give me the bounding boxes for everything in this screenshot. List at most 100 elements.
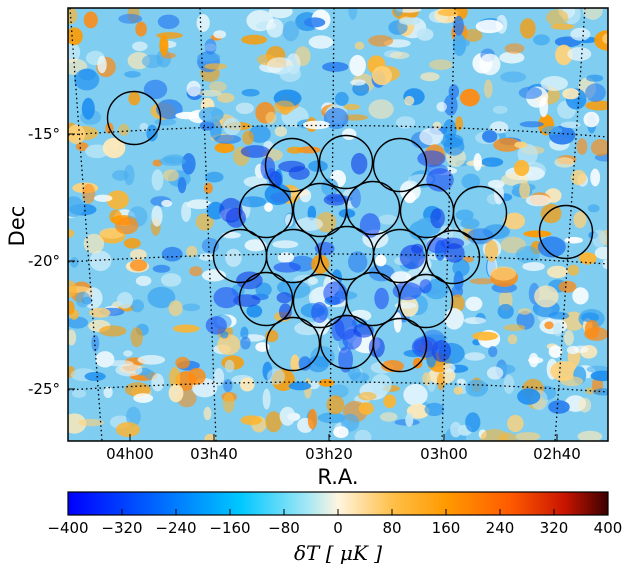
temperature-blob: [186, 245, 198, 258]
temperature-blob: [294, 321, 321, 336]
temperature-blob: [198, 253, 215, 261]
temperature-blob: [213, 368, 225, 386]
temperature-blob: [151, 205, 163, 227]
y-tick-label: -15°: [28, 125, 60, 143]
temperature-blob: [240, 415, 262, 426]
temperature-blob: [579, 252, 597, 265]
temperature-blob: [453, 386, 463, 395]
temperature-blob: [161, 246, 183, 262]
temperature-blob: [573, 345, 589, 353]
colorbar-tick-label: 320: [540, 519, 569, 537]
cold-spot-blob: [331, 318, 345, 342]
temperature-blob: [522, 262, 545, 271]
cold-spot-blob: [359, 213, 381, 238]
cold-spot-blob: [225, 207, 246, 228]
temperature-blob: [217, 334, 241, 355]
temperature-blob: [404, 95, 415, 106]
temperature-blob: [222, 392, 235, 413]
temperature-blob: [469, 278, 495, 285]
temperature-blob: [507, 334, 518, 345]
temperature-blob: [91, 334, 100, 352]
temperature-blob: [123, 350, 133, 357]
survey-field-circle: [372, 317, 428, 373]
temperature-blob: [460, 88, 480, 107]
temperature-blob: [537, 236, 566, 258]
cold-spot-blob: [417, 150, 446, 167]
temperature-blob: [498, 432, 517, 441]
temperature-blob: [240, 326, 249, 340]
temperature-blob: [453, 15, 464, 36]
temperature-blob: [358, 402, 374, 415]
colorbar-tick-label: 0: [333, 519, 343, 537]
temperature-blob: [214, 142, 235, 154]
temperature-blob: [488, 346, 498, 358]
temperature-blob: [581, 312, 600, 323]
temperature-blob: [279, 406, 296, 426]
temperature-blob: [515, 432, 541, 441]
temperature-blob: [408, 221, 433, 241]
temperature-blob: [307, 205, 317, 221]
temperature-blob: [205, 171, 224, 183]
temperature-blob: [157, 14, 180, 29]
temperature-blob: [546, 9, 569, 26]
temperature-blob: [130, 299, 144, 313]
temperature-blob: [515, 246, 540, 264]
temperature-blob: [544, 321, 554, 330]
temperature-blob: [282, 20, 299, 42]
temperature-blob: [528, 352, 539, 368]
cold-spot-blob: [323, 193, 348, 206]
temperature-blob: [209, 81, 227, 93]
temperature-blob: [342, 128, 357, 140]
temperature-blob: [307, 408, 318, 430]
cold-spot-blob: [279, 303, 292, 321]
temperature-blob: [151, 169, 164, 191]
temperature-blob: [72, 389, 87, 398]
temperature-blob: [554, 157, 575, 168]
temperature-blob: [195, 213, 214, 231]
temperature-blob: [378, 214, 398, 225]
cold-spot-blob: [311, 301, 328, 324]
temperature-blob: [123, 164, 135, 186]
temperature-blob: [274, 126, 288, 137]
cold-spot-blob: [276, 292, 292, 304]
temperature-blob: [567, 47, 592, 61]
temperature-blob: [602, 259, 608, 270]
temperature-blob: [175, 356, 190, 369]
temperature-blob: [168, 384, 184, 403]
temperature-blob: [424, 402, 445, 417]
temperature-blob: [128, 91, 141, 106]
temperature-blob: [223, 379, 233, 393]
colorbar-tick-label: 160: [432, 519, 461, 537]
temperature-blob: [239, 196, 267, 208]
temperature-blob: [405, 413, 414, 427]
temperature-blob: [116, 292, 133, 309]
temperature-blob: [334, 91, 349, 106]
cold-spot-blob: [419, 279, 432, 294]
temperature-blob: [89, 250, 112, 271]
temperature-blob: [181, 201, 192, 222]
temperature-blob: [196, 52, 221, 62]
temperature-blob: [560, 121, 581, 129]
temperature-blob: [591, 139, 608, 157]
temperature-blob: [590, 370, 608, 382]
temperature-blob: [168, 300, 183, 317]
temperature-blob: [419, 128, 444, 146]
graticule-ra-0300: [441, 8, 456, 441]
temperature-blob: [514, 141, 528, 149]
temperature-blob: [501, 173, 529, 186]
temperature-blob: [348, 8, 358, 20]
x-axis-ticks: 04h00 03h40 03h20 03h00 02h40: [106, 434, 581, 463]
temperature-blob: [504, 43, 525, 54]
temperature-blob: [534, 285, 559, 308]
temperature-blob: [97, 55, 107, 74]
temperature-blob: [519, 121, 544, 128]
temperature-blob: [460, 218, 480, 230]
survey-field-circle: [398, 273, 454, 329]
temperature-blob: [577, 430, 603, 441]
temperature-blob: [533, 34, 550, 46]
temperature-blob: [464, 352, 486, 361]
survey-field-circle: [538, 204, 594, 260]
temperature-blob: [68, 329, 77, 346]
temperature-blob: [299, 188, 312, 203]
temperature-blob: [490, 266, 517, 281]
